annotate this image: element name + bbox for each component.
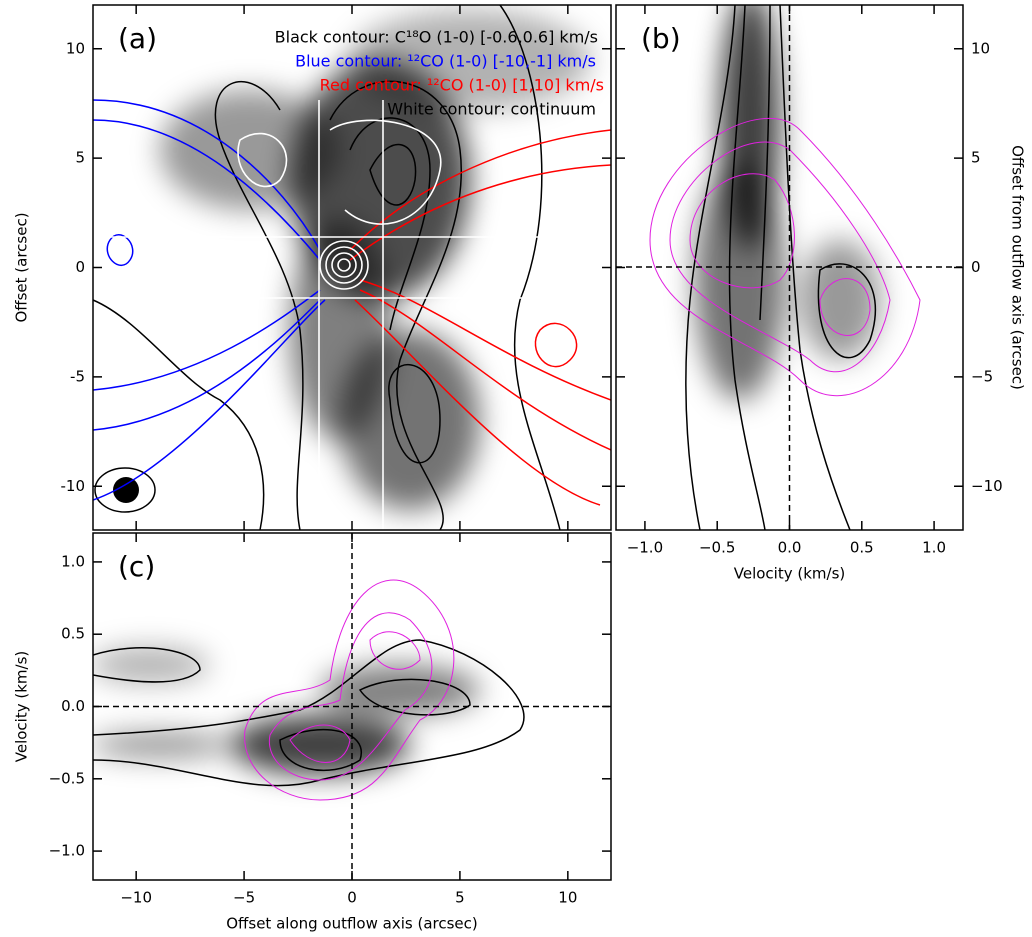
- y-tick-label: -5: [70, 367, 85, 385]
- panel-a-image: [93, 5, 611, 530]
- annotation: White contour: continuum: [387, 100, 596, 119]
- y-tick-label: 5: [75, 149, 85, 167]
- y-tick-label: 0: [971, 258, 981, 276]
- x-tick-label: 0.5: [850, 539, 874, 557]
- annotation: Blue contour: ¹²CO (1-0) [-10,-1] km/s: [295, 52, 596, 71]
- x-tick-label: 1.0: [922, 539, 946, 557]
- y-tick-label: 0: [75, 258, 85, 276]
- x-tick-label: −0.5: [699, 539, 735, 557]
- annotation: Black contour: C¹⁸O (1-0) [-0.6,0.6] km/…: [275, 28, 598, 47]
- x-axis-label: Velocity (km/s): [734, 565, 845, 583]
- y-tick-label: −5: [971, 367, 993, 385]
- y-tick-label: 1.0: [61, 552, 85, 570]
- x-tick-label: 0: [347, 889, 357, 907]
- x-tick-label: −10: [120, 889, 152, 907]
- y-tick-label: -10: [61, 477, 86, 495]
- panel-b-image: [616, 5, 963, 530]
- y-axis-label: Velocity (km/s): [13, 651, 31, 762]
- x-tick-label: −5: [233, 889, 255, 907]
- y-axis-label: Offset from outflow axis (arcsec): [1009, 145, 1027, 390]
- y-tick-label: 10: [66, 39, 85, 57]
- y-tick-label: 10: [971, 39, 990, 57]
- panel-label: (b): [641, 22, 681, 55]
- y-tick-label: 5: [971, 149, 981, 167]
- y-tick-label: −10: [971, 477, 1003, 495]
- x-tick-label: 0.0: [778, 539, 802, 557]
- panel-c-image: [93, 533, 611, 880]
- y-tick-label: −1.0: [49, 842, 85, 860]
- panel-label: (a): [118, 22, 157, 55]
- x-axis-label: Offset along outflow axis (arcsec): [226, 915, 477, 933]
- x-tick-label: 5: [455, 889, 465, 907]
- y-tick-label: 0.0: [61, 697, 85, 715]
- panel-label: (c): [118, 550, 155, 583]
- x-tick-label: −1.0: [627, 539, 663, 557]
- x-tick-label: 10: [558, 889, 577, 907]
- y-axis-label: Offset (arcsec): [13, 212, 31, 322]
- y-tick-label: −0.5: [49, 769, 85, 787]
- annotation: Red contour: ¹²CO (1-0) [1,10] km/s: [320, 76, 604, 95]
- y-tick-label: 0.5: [61, 625, 85, 643]
